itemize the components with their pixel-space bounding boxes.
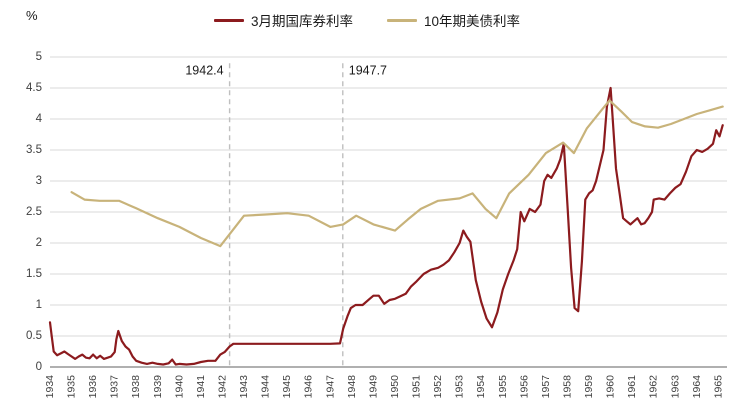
x-tick-label: 1953 xyxy=(454,375,466,399)
legend-line-swatch-10y xyxy=(386,18,417,22)
x-tick-label: 1941 xyxy=(195,375,207,399)
x-tick-label: 1950 xyxy=(389,375,401,399)
y-tick-label: 4 xyxy=(36,113,43,125)
legend-label-10y: 10年期美债利率 xyxy=(423,14,521,29)
x-tick-label: 1935 xyxy=(66,375,78,399)
gridlines xyxy=(50,56,727,368)
legend-item-10y-treasury: 10年期美债利率 xyxy=(386,10,521,30)
x-tick-label: 1962 xyxy=(648,375,660,399)
annotation-label: 1947.7 xyxy=(349,63,387,77)
y-tick-label: 2 xyxy=(36,237,42,249)
x-tick-label: 1965 xyxy=(712,375,724,399)
legend: 3月期国库券利率 10年期美债利率 xyxy=(0,10,734,30)
annotation-label: 1942.4 xyxy=(185,63,223,77)
x-tick-label: 1961 xyxy=(626,375,638,399)
x-tick-label: 1955 xyxy=(497,375,509,399)
series-line-1 xyxy=(70,99,724,248)
x-tick-label: 1937 xyxy=(109,375,121,399)
x-tick-label: 1934 xyxy=(44,375,56,399)
y-tick-label: 3.5 xyxy=(26,144,42,156)
x-tick-label: 1945 xyxy=(281,375,293,399)
x-tick-label: 1959 xyxy=(583,375,595,399)
x-tick-label: 1960 xyxy=(605,375,617,399)
x-tick-label: 1936 xyxy=(87,375,99,399)
x-tick-label: 1951 xyxy=(411,375,423,399)
x-tick-label: 1956 xyxy=(518,375,530,399)
y-tick-label: 0.5 xyxy=(26,330,42,342)
y-tick-label: 4.5 xyxy=(26,82,42,94)
legend-line-swatch-3m xyxy=(213,18,244,22)
annotations: 1942.4 1947.7 xyxy=(185,63,387,367)
x-tick-label: 1948 xyxy=(346,375,358,399)
x-tick-label: 1943 xyxy=(238,375,250,399)
x-tick-label: 1958 xyxy=(561,375,573,399)
x-tick-label: 1942 xyxy=(216,375,228,399)
x-tick-label: 1947 xyxy=(324,375,336,399)
x-tick-label: 1946 xyxy=(303,375,315,399)
x-tick-label: 1963 xyxy=(669,375,681,399)
y-axis-labels: 0 0.5 1 1.5 2 2.5 3 3.5 4 4.5 5 xyxy=(26,51,43,373)
x-tick-label: 1940 xyxy=(173,375,185,399)
x-tick-label: 1957 xyxy=(540,375,552,399)
y-axis-unit-label: % xyxy=(26,8,38,23)
y-tick-label: 1 xyxy=(36,299,42,311)
y-tick-label: 2.5 xyxy=(26,206,42,218)
series-line-0 xyxy=(48,86,724,366)
y-tick-label: 5 xyxy=(36,51,42,63)
x-tick-label: 1939 xyxy=(152,375,164,399)
x-axis-labels: 1934 1935 1936 1937 1938 1939 1940 1941 1942 1943… xyxy=(44,375,724,399)
x-tick-label: 1952 xyxy=(432,375,444,399)
y-tick-label: 0 xyxy=(36,361,42,373)
y-tick-label: 3 xyxy=(36,175,42,187)
legend-label-3m: 3月期国库券利率 xyxy=(250,14,353,29)
x-tick-label: 1954 xyxy=(475,375,487,399)
x-tick-label: 1938 xyxy=(130,375,142,399)
x-tick-label: 1944 xyxy=(260,375,272,399)
legend-item-3m-tbill: 3月期国库券利率 xyxy=(213,10,353,30)
x-tick-label: 1964 xyxy=(691,375,703,399)
x-tick-label: 1949 xyxy=(367,375,379,399)
y-tick-label: 1.5 xyxy=(26,268,42,280)
